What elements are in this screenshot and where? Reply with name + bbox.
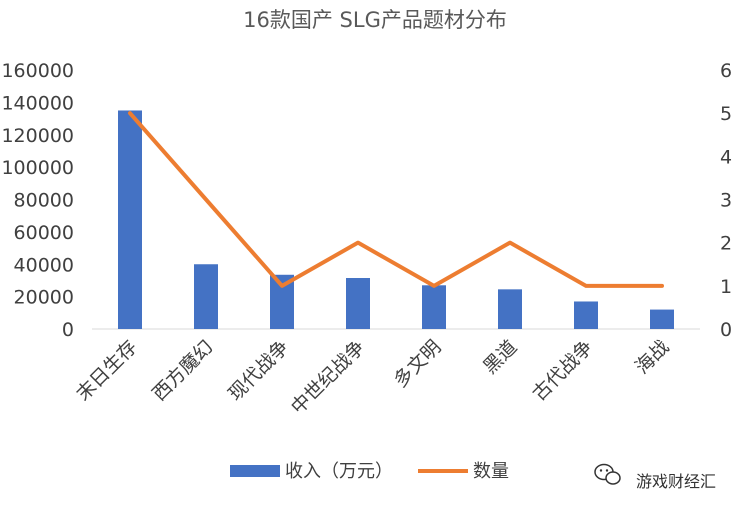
bar-末日生存 <box>118 110 142 329</box>
left-tick-label: 120000 <box>1 125 74 147</box>
bar-series <box>118 110 674 329</box>
legend-label-line: 数量 <box>473 461 509 482</box>
wechat-icon <box>594 463 621 485</box>
bar-中世纪战争 <box>346 278 370 329</box>
bar-古代战争 <box>574 301 598 329</box>
watermark: 游戏财经汇 <box>594 463 716 491</box>
right-axis-ticks: 0 1 2 3 4 5 6 <box>720 60 732 341</box>
count-line <box>128 111 664 288</box>
right-tick-label: 4 <box>720 146 732 168</box>
right-tick-label: 1 <box>720 276 732 298</box>
left-tick-label: 20000 <box>14 287 74 309</box>
category-label: 现代战争 <box>224 336 293 405</box>
left-axis-ticks: 0 20000 40000 60000 80000 100000 120000 140000 1… <box>1 60 74 341</box>
right-tick-label: 3 <box>720 190 732 212</box>
left-tick-label: 40000 <box>14 254 74 276</box>
left-tick-label: 80000 <box>14 190 74 212</box>
category-label: 古代战争 <box>528 336 597 405</box>
left-tick-label: 140000 <box>1 92 74 114</box>
left-tick-label: 160000 <box>1 60 74 82</box>
chart-title: 16款国产 SLG产品题材分布 <box>243 8 507 32</box>
category-label: 海战 <box>631 336 673 378</box>
legend-label-bar: 收入（万元） <box>285 461 393 482</box>
right-tick-label: 6 <box>720 60 732 82</box>
right-tick-label: 2 <box>720 233 732 255</box>
line-series <box>128 111 664 288</box>
category-label: 中世纪战争 <box>287 336 370 419</box>
left-tick-label: 0 <box>62 319 74 341</box>
left-tick-label: 60000 <box>14 222 74 244</box>
right-tick-label: 5 <box>720 103 732 125</box>
watermark-text: 游戏财经汇 <box>636 472 716 491</box>
legend: 收入（万元） 数量 <box>230 461 509 482</box>
legend-swatch-bar <box>230 465 280 477</box>
right-tick-label: 0 <box>720 319 732 341</box>
category-label: 黑道 <box>479 336 521 378</box>
category-label: 西方魔幻 <box>148 336 217 405</box>
bar-西方魔幻 <box>194 264 218 329</box>
bar-多文明 <box>422 285 446 329</box>
category-label: 多文明 <box>390 336 446 392</box>
bar-海战 <box>650 309 674 329</box>
bar-黑道 <box>498 289 522 329</box>
left-tick-label: 100000 <box>1 157 74 179</box>
category-label: 末日生存 <box>72 336 141 405</box>
